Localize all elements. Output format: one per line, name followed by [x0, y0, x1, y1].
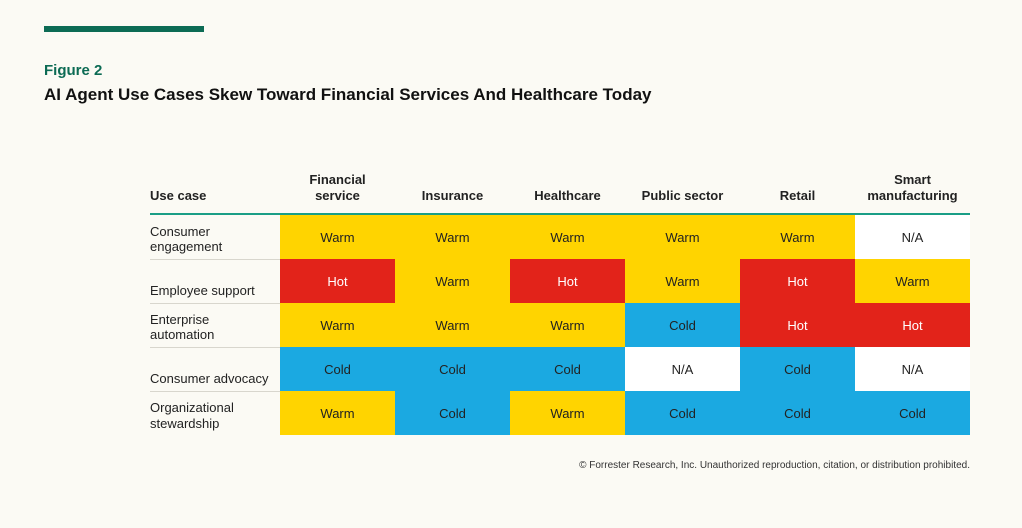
heat-cell: Warm: [280, 391, 395, 435]
row-label: Employee support: [150, 259, 280, 303]
heat-cell: Warm: [855, 259, 970, 303]
heat-cell: N/A: [855, 214, 970, 259]
figure-heading: Figure 2 AI Agent Use Cases Skew Toward …: [44, 62, 651, 105]
heat-cell: Hot: [740, 303, 855, 347]
copyright-text: © Forrester Research, Inc. Unauthorized …: [579, 460, 970, 471]
table-row: Organizational stewardshipWarmColdWarmCo…: [150, 391, 970, 435]
heat-cell: Cold: [625, 391, 740, 435]
heat-cell: N/A: [855, 347, 970, 391]
heat-cell: N/A: [625, 347, 740, 391]
col-header: Public sector: [625, 168, 740, 214]
heat-cell: Hot: [855, 303, 970, 347]
table-header-row: Use case Financial service Insurance Hea…: [150, 168, 970, 214]
heat-cell: Warm: [395, 214, 510, 259]
heat-cell: Hot: [510, 259, 625, 303]
heatmap-table-wrap: Use case Financial service Insurance Hea…: [150, 168, 970, 435]
col-header: Retail: [740, 168, 855, 214]
heat-cell: Cold: [740, 391, 855, 435]
heat-cell: Cold: [740, 347, 855, 391]
heat-cell: Hot: [740, 259, 855, 303]
heatmap-table: Use case Financial service Insurance Hea…: [150, 168, 970, 435]
col-header: Smart manufacturing: [855, 168, 970, 214]
row-label: Consumer advocacy: [150, 347, 280, 391]
col-header: Financial service: [280, 168, 395, 214]
figure-title: AI Agent Use Cases Skew Toward Financial…: [44, 85, 651, 105]
row-header-label: Use case: [150, 168, 280, 214]
heat-cell: Warm: [625, 259, 740, 303]
heat-cell: Warm: [395, 303, 510, 347]
heat-cell: Warm: [510, 214, 625, 259]
figure-label: Figure 2: [44, 62, 651, 79]
heat-cell: Warm: [510, 303, 625, 347]
row-label: Consumer engagement: [150, 214, 280, 259]
table-row: Employee supportHotWarmHotWarmHotWarm: [150, 259, 970, 303]
heat-cell: Warm: [510, 391, 625, 435]
heat-cell: Cold: [855, 391, 970, 435]
heat-cell: Warm: [395, 259, 510, 303]
heat-cell: Warm: [740, 214, 855, 259]
table-row: Enterprise automationWarmWarmWarmColdHot…: [150, 303, 970, 347]
heat-cell: Hot: [280, 259, 395, 303]
heat-cell: Cold: [280, 347, 395, 391]
table-row: Consumer advocacyColdColdColdN/AColdN/A: [150, 347, 970, 391]
heat-cell: Cold: [625, 303, 740, 347]
table-body: Consumer engagementWarmWarmWarmWarmWarmN…: [150, 214, 970, 435]
table-row: Consumer engagementWarmWarmWarmWarmWarmN…: [150, 214, 970, 259]
col-header: Insurance: [395, 168, 510, 214]
heat-cell: Warm: [280, 303, 395, 347]
row-label: Enterprise automation: [150, 303, 280, 347]
heat-cell: Cold: [395, 347, 510, 391]
heat-cell: Warm: [280, 214, 395, 259]
accent-bar: [44, 26, 204, 32]
col-header: Healthcare: [510, 168, 625, 214]
heat-cell: Warm: [625, 214, 740, 259]
heat-cell: Cold: [510, 347, 625, 391]
heat-cell: Cold: [395, 391, 510, 435]
row-label: Organizational stewardship: [150, 391, 280, 435]
